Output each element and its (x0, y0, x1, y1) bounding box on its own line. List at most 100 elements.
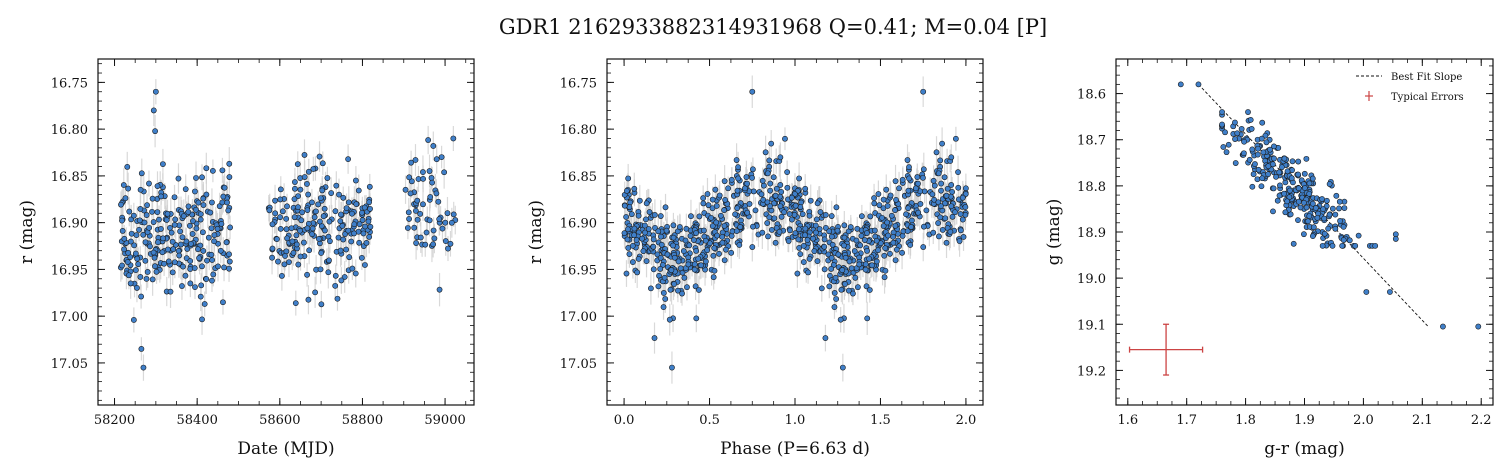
data-point (942, 200, 948, 207)
data-point (319, 160, 326, 167)
data-point (736, 242, 743, 248)
data-point (702, 237, 709, 244)
data-point (1363, 289, 1370, 295)
data-point (351, 230, 357, 237)
data-point (220, 299, 226, 306)
data-point (834, 227, 841, 234)
data-point (643, 258, 650, 265)
data-point (908, 217, 915, 224)
data-point (138, 293, 145, 300)
data-point (319, 187, 326, 194)
x-tick-label: 58800 (342, 413, 383, 428)
data-point (197, 211, 204, 218)
data-point (1249, 146, 1256, 153)
data-point (142, 239, 149, 246)
data-point (645, 226, 652, 232)
x-tick-label: 0.0 (614, 413, 635, 428)
data-point (791, 211, 798, 218)
data-point (825, 251, 832, 258)
data-point (366, 199, 373, 206)
data-point (334, 295, 341, 302)
data-point (828, 265, 835, 272)
data-point (170, 246, 177, 253)
data-point (713, 219, 720, 226)
data-point (781, 209, 787, 216)
data-point (362, 223, 368, 230)
data-point (328, 190, 335, 196)
y-tick-label: 17.00 (560, 310, 597, 325)
data-point (906, 164, 912, 171)
data-point (670, 242, 676, 249)
data-point (1295, 217, 1301, 224)
data-point (811, 248, 818, 255)
data-point (882, 267, 889, 274)
data-point (833, 204, 840, 211)
data-point (767, 180, 774, 187)
data-point (749, 174, 755, 181)
data-point (152, 128, 159, 135)
data-point (785, 238, 792, 244)
data-point (411, 224, 418, 231)
data-point (219, 167, 226, 174)
data-point (142, 257, 149, 264)
data-point (301, 174, 308, 180)
data-point (835, 251, 842, 258)
data-point (366, 233, 373, 240)
data-point (650, 236, 657, 243)
data-point (728, 176, 735, 183)
data-point (1195, 81, 1202, 88)
data-point (351, 221, 358, 228)
figure-title: GDR1 2162933882314931968 Q=0.41; M=0.04 … (499, 15, 1047, 39)
data-point (714, 232, 721, 239)
data-point (1238, 126, 1245, 132)
data-point (190, 218, 196, 224)
data-point (193, 206, 199, 213)
data-point (687, 233, 694, 239)
data-point (880, 223, 887, 229)
data-point (226, 265, 232, 272)
data-point (633, 237, 640, 243)
data-point (962, 211, 969, 218)
data-point (406, 174, 413, 181)
data-point (892, 222, 899, 229)
data-point (802, 232, 808, 238)
data-point (295, 193, 301, 200)
data-point (693, 230, 699, 236)
data-point (227, 224, 233, 231)
data-point (735, 175, 742, 182)
data-point (851, 248, 858, 254)
data-point (722, 246, 729, 253)
data-point (137, 206, 144, 212)
data-point (294, 161, 301, 168)
data-point (828, 233, 835, 240)
data-point (345, 199, 352, 206)
data-point (172, 216, 179, 223)
data-point (792, 202, 799, 209)
data-point (1301, 170, 1308, 177)
data-point (272, 197, 278, 204)
data-point (666, 316, 673, 323)
data-point (125, 249, 132, 256)
data-point (430, 227, 437, 234)
data-point (938, 187, 944, 194)
data-point (203, 276, 210, 282)
data-point (211, 232, 218, 239)
data-point (338, 277, 345, 284)
data-point (787, 227, 793, 234)
data-point (737, 224, 744, 230)
data-point (340, 194, 347, 201)
data-point (879, 214, 885, 221)
data-point (226, 251, 232, 258)
data-point (1270, 185, 1277, 192)
x-tick-label: 2.2 (1471, 413, 1492, 428)
data-point (215, 263, 221, 270)
data-point (899, 249, 905, 256)
data-point (668, 267, 675, 274)
data-point (118, 201, 124, 208)
data-point (804, 237, 811, 243)
y-tick-label: 16.95 (560, 263, 597, 278)
data-point (1323, 197, 1330, 204)
data-point (326, 257, 332, 264)
data-point (450, 135, 457, 142)
data-point (915, 180, 921, 187)
